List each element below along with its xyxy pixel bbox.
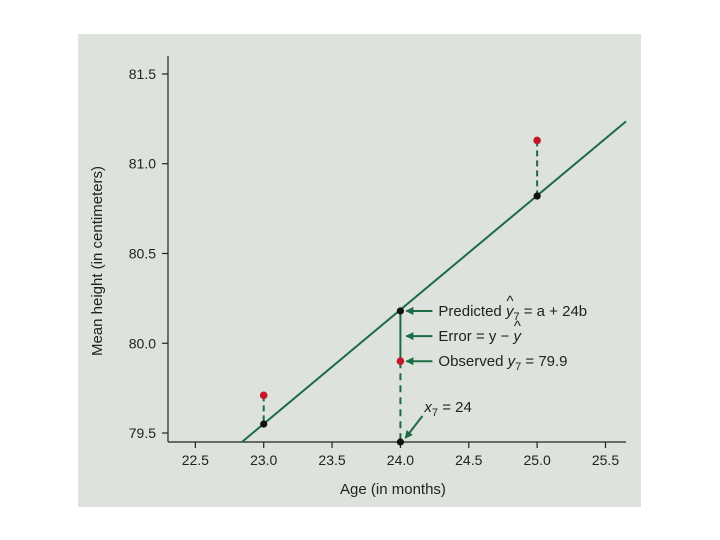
annotation-error: Error = y − y [438,328,522,345]
anno-variable: y [507,353,517,370]
y-tick-label: 80.0 [129,335,156,351]
anno-text: Observed [438,353,507,370]
anno-variable: x [423,399,432,416]
observed-point [396,357,405,366]
x-tick-label: 25.5 [592,452,619,468]
arrow-x7 [404,415,424,439]
anno-subscript: 7 [513,311,519,323]
x-tick-label: 23.0 [250,452,277,468]
annotation-predicted: Predicted y7 = a + 24b [438,303,587,323]
anno-subscript: 7 [515,361,521,373]
anno-text: Predicted [438,303,506,320]
anno-text: Error = y − [438,328,513,345]
predicted-hat-mark: ^ [506,293,513,310]
anno-subscript: 7 [432,407,438,419]
x-tick-label: 22.5 [182,452,209,468]
x-tick-label: 23.5 [318,452,345,468]
x-tick-label: 24.0 [387,452,414,468]
anno-variable: y [512,328,522,345]
axes: 79.5 80.0 80.5 81.0 81.5 22.5 23.0 23.5 24.0 24.5… [89,56,626,498]
x-axis-label: Age (in months) [340,481,446,498]
chart: 79.5 80.0 80.5 81.0 81.5 22.5 23.0 23.5 24.0 24.5… [89,56,627,498]
observed-point [533,136,541,145]
y-axis-label: Mean height (in centimeters) [89,166,106,356]
data-layer [241,120,627,446]
y-tick-label: 81.5 [129,66,156,82]
annotation-x7: x7 = 24 [423,399,471,419]
annotation-observed: Observed y7 = 79.9 [438,353,567,373]
y-tick-label: 80.5 [129,245,156,261]
predicted-point [396,307,405,315]
x-tick-label: 25.0 [524,452,551,468]
predicted-point [260,420,268,428]
regression-line [241,120,627,443]
y-tick-label: 79.5 [129,425,156,441]
anno-text: = a + 24b [520,303,588,320]
anno-text: = 24 [438,399,472,416]
observed-point [259,391,268,400]
anno-text: = 79.9 [521,353,567,370]
error-hat-mark: ^ [514,318,521,335]
anno-variable: y [505,303,515,320]
x7-axis-point [396,438,405,446]
predicted-point [533,192,541,200]
x-tick-label: 24.5 [455,452,482,468]
y-tick-label: 81.0 [129,156,156,172]
figure-panel: 79.5 80.0 80.5 81.0 81.5 22.5 23.0 23.5 24.0 24.5… [78,34,641,507]
